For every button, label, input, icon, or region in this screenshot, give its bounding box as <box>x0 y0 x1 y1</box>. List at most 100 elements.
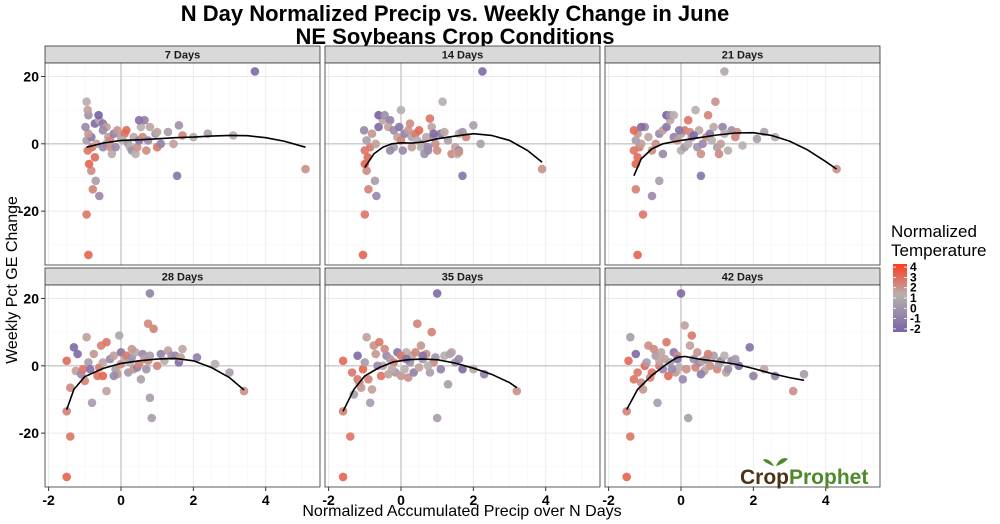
data-point <box>752 134 762 144</box>
facet-panel: 42 Days -2 0 2 4 <box>602 267 881 508</box>
data-point <box>403 126 413 135</box>
data-point <box>362 136 371 145</box>
smooth-curve <box>364 132 543 168</box>
data-point <box>362 332 371 342</box>
panel-border <box>44 284 321 488</box>
data-point <box>403 373 413 382</box>
data-point <box>90 153 100 162</box>
data-point <box>655 176 664 186</box>
data-point <box>131 149 140 159</box>
data-point <box>98 371 108 381</box>
data-point <box>431 139 440 149</box>
data-point <box>707 136 716 145</box>
data-point <box>88 185 98 194</box>
data-point <box>172 171 182 181</box>
data-point <box>156 349 166 359</box>
data-point <box>512 386 522 396</box>
data-point <box>703 349 713 359</box>
data-point <box>429 129 438 138</box>
data-point <box>400 364 409 374</box>
data-point <box>445 349 455 359</box>
data-point <box>367 129 377 138</box>
data-point <box>152 127 162 137</box>
legend-tick-label: 3 <box>910 270 917 284</box>
data-point <box>127 344 137 354</box>
data-point <box>371 139 381 149</box>
data-point <box>225 368 234 377</box>
data-point <box>402 354 411 364</box>
data-point <box>626 432 635 441</box>
data-point <box>84 250 93 260</box>
data-point <box>427 327 437 337</box>
data-point <box>160 356 169 366</box>
data-point <box>380 110 390 120</box>
facet-strip-label: 42 Days <box>722 272 764 284</box>
facet-panel: 7 Days 20 0 -20 <box>19 45 321 266</box>
data-point <box>631 185 641 194</box>
data-point <box>693 348 702 357</box>
data-point <box>250 67 260 76</box>
data-point <box>425 114 435 123</box>
data-point <box>396 105 406 115</box>
data-point <box>709 122 718 132</box>
smooth-curve <box>633 131 838 177</box>
data-point <box>81 122 90 132</box>
data-point <box>711 97 720 106</box>
data-point <box>656 348 666 357</box>
y-tick-label: -20 <box>19 203 39 219</box>
data-point <box>418 351 428 361</box>
panel-border <box>44 62 321 266</box>
x-tick-label: 4 <box>542 492 550 508</box>
panel-background <box>325 63 600 265</box>
data-point <box>680 321 689 330</box>
data-point <box>624 356 633 366</box>
data-point <box>720 351 729 361</box>
data-point <box>396 371 406 381</box>
data-point <box>423 361 433 371</box>
data-point <box>416 341 426 350</box>
data-point <box>353 351 362 361</box>
data-point <box>82 332 91 342</box>
panel-border <box>604 62 881 266</box>
data-point <box>696 149 706 159</box>
svg-text:CropProphet: CropProphet <box>740 466 868 489</box>
data-point <box>678 375 688 384</box>
legend-tick-label: 2 <box>910 281 917 295</box>
x-tick-label: 2 <box>469 492 477 508</box>
data-point <box>738 141 747 150</box>
data-point <box>622 407 631 416</box>
x-axis-title: Normalized Accumulated Precip over N Day… <box>302 503 621 520</box>
data-point <box>85 364 95 374</box>
panel-background <box>325 285 600 487</box>
data-point <box>84 358 93 367</box>
leaf-icon <box>763 458 788 466</box>
data-point <box>152 361 162 371</box>
smooth-curve <box>342 358 518 412</box>
data-point <box>145 351 155 361</box>
data-point <box>365 398 375 408</box>
legend-tick-label: -1 <box>910 312 921 326</box>
data-point <box>133 142 142 152</box>
y-axis-title: Weekly Pct GE Change <box>4 196 21 364</box>
data-point <box>647 191 657 201</box>
facet-strip-label: 21 Days <box>722 50 764 62</box>
data-point <box>705 361 715 371</box>
data-point <box>338 472 348 482</box>
data-point <box>667 364 677 374</box>
data-point <box>626 332 635 342</box>
data-point <box>476 139 485 149</box>
data-point <box>66 383 75 393</box>
panel-background <box>45 285 320 487</box>
data-point <box>62 356 71 366</box>
data-point <box>69 343 79 352</box>
data-point <box>416 142 426 152</box>
data-point <box>731 354 740 364</box>
data-point <box>367 385 377 394</box>
data-point <box>537 164 547 174</box>
data-point <box>102 386 111 396</box>
data-point <box>407 142 417 152</box>
data-point <box>633 250 642 260</box>
chart-title-line1: N Day Normalized Precip vs. Weekly Chang… <box>181 1 730 26</box>
data-point <box>107 149 117 159</box>
